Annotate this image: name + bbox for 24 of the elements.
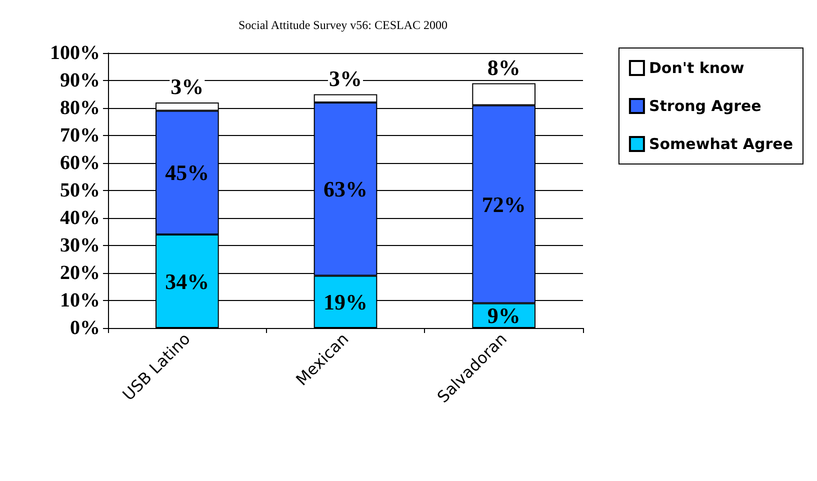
y-tick-label: 20% <box>60 262 100 284</box>
legend-label: Somewhat Agree <box>648 135 794 153</box>
y-tick-label: 0% <box>70 317 100 339</box>
y-tick-label: 100% <box>50 42 100 64</box>
y-tick-label: 30% <box>60 234 100 256</box>
data-label: 8% <box>487 54 520 80</box>
data-label: 19% <box>324 289 368 314</box>
y-tick-label: 40% <box>60 207 100 229</box>
legend-label: Don't know <box>648 59 744 77</box>
data-label: 3% <box>170 74 204 99</box>
data-label: 34% <box>165 268 210 294</box>
y-tick-label: 70% <box>60 124 100 146</box>
chart-title: Social Attitude Survey v56: CESLAC 2000 <box>238 18 448 32</box>
y-tick-label: 50% <box>60 180 100 202</box>
data-label: 9% <box>487 303 520 328</box>
data-label: 45% <box>165 160 210 186</box>
y-tick-label: 10% <box>60 290 100 312</box>
y-tick-label: 60% <box>60 152 100 174</box>
y-tick-label: 90% <box>60 70 100 92</box>
legend-label: Strong Agree <box>648 97 762 115</box>
data-label: 63% <box>324 176 368 202</box>
data-label: 72% <box>482 192 526 217</box>
y-tick-label: 80% <box>60 97 100 119</box>
data-label: 3% <box>329 66 362 91</box>
